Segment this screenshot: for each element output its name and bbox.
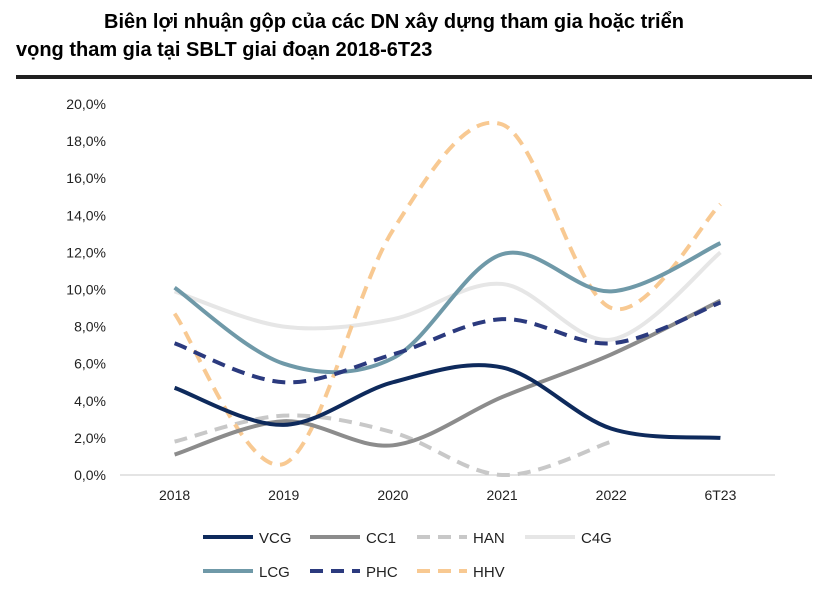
chart-title-line-1: Biên lợi nhuận gộp của các DN xây dựng t… — [104, 11, 684, 33]
legend-item-vcg: VCG — [203, 530, 292, 547]
legend-item-c4g: C4G — [525, 530, 612, 547]
x-tick-label: 2021 — [487, 487, 518, 503]
series-lines — [172, 120, 722, 478]
series-line-hhv — [172, 120, 722, 467]
legend: VCG CC1 HAN C4G LCG PHC HHV — [203, 530, 612, 581]
legend-label: C4G — [581, 530, 612, 547]
x-tick-label: 2022 — [596, 487, 627, 503]
legend-label: LCG — [259, 564, 290, 581]
legend-item-lcg: LCG — [203, 564, 290, 581]
y-tick-label: 8,0% — [74, 319, 106, 335]
x-tick-label: 2020 — [377, 487, 408, 503]
chart-title: Biên lợi nhuận gộp của các DN xây dựng t… — [16, 8, 816, 64]
y-axis-tick-labels: 0,0% 2,0% 4,0% 6,0% 8,0% 10,0% 12,0% 14,0% 16,0%… — [66, 96, 106, 483]
y-tick-label: 4,0% — [74, 393, 106, 409]
y-tick-label: 16,0% — [66, 170, 106, 186]
series-line-c4g — [173, 250, 722, 342]
y-tick-label: 14,0% — [66, 207, 106, 223]
series-line-vcg — [173, 363, 721, 440]
series-line-lcg — [173, 241, 722, 375]
y-tick-label: 12,0% — [66, 244, 106, 260]
y-tick-label: 6,0% — [74, 356, 106, 372]
legend-item-hhv: HHV — [417, 564, 505, 581]
legend-label: HHV — [473, 564, 505, 581]
legend-label: HAN — [473, 530, 505, 547]
title-divider — [16, 75, 812, 79]
x-tick-label: 2018 — [159, 487, 190, 503]
y-tick-label: 18,0% — [66, 133, 106, 149]
legend-label: CC1 — [366, 530, 396, 547]
series-line-cc1 — [173, 298, 722, 457]
legend-item-han: HAN — [417, 530, 505, 547]
legend-item-cc1: CC1 — [310, 530, 396, 547]
legend-label: PHC — [366, 564, 398, 581]
y-tick-label: 2,0% — [74, 430, 106, 446]
x-axis-tick-labels: 2018 2019 2020 2021 2022 6T23 — [159, 487, 737, 503]
legend-label: VCG — [259, 530, 292, 547]
x-tick-label: 6T23 — [704, 487, 736, 503]
x-tick-label: 2019 — [268, 487, 299, 503]
y-tick-label: 20,0% — [66, 96, 106, 112]
legend-item-phc: PHC — [310, 564, 398, 581]
chart-title-line-2: vọng tham gia tại SBLT giai đoạn 2018-6T… — [16, 39, 433, 61]
y-tick-label: 10,0% — [66, 282, 106, 298]
y-tick-label: 0,0% — [74, 467, 106, 483]
series-line-phc — [173, 300, 722, 385]
